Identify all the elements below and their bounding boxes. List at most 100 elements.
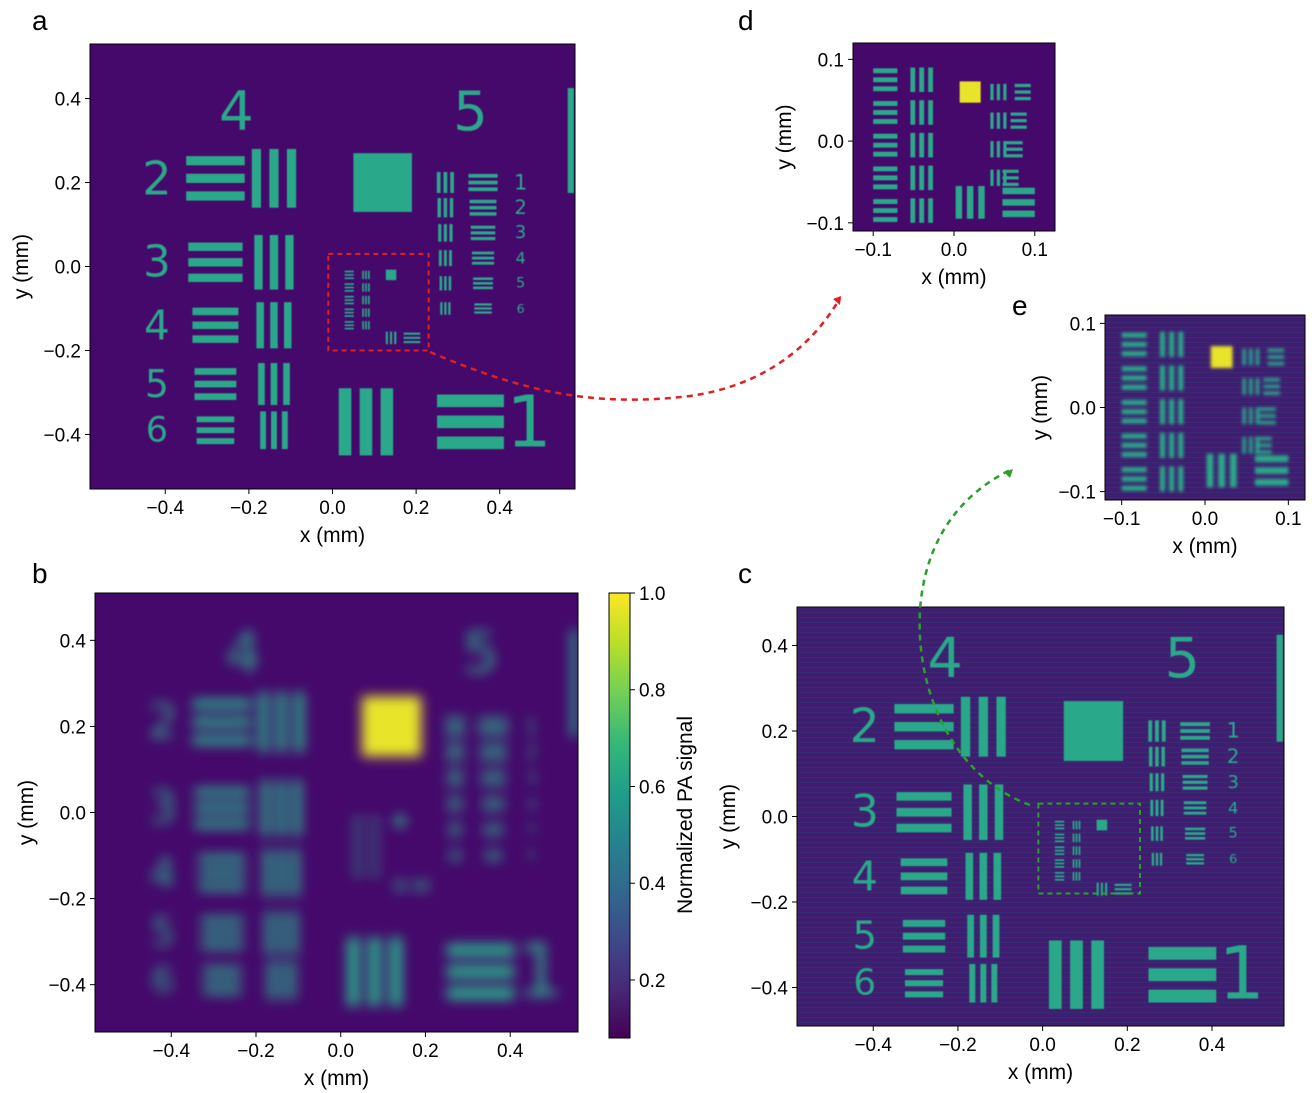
horizontal-bar	[478, 731, 509, 736]
vertical-bar	[448, 302, 451, 315]
target-image	[1121, 331, 1289, 492]
zoom-hbar	[1121, 341, 1147, 347]
vertical-bar	[1149, 773, 1153, 792]
horizontal-bar	[900, 872, 948, 881]
horizontal-bar	[896, 823, 952, 833]
panel-letter-d: d	[738, 5, 754, 36]
horizontal-bar	[471, 256, 495, 260]
mini-bar	[353, 833, 363, 835]
vertical-bar	[449, 198, 454, 218]
mini-bar	[1078, 820, 1081, 830]
mini-bar	[403, 336, 421, 339]
element-label: 1	[1226, 718, 1240, 743]
horizontal-bar	[1184, 836, 1206, 840]
plot-background	[95, 593, 578, 1032]
horizontal-bar	[902, 932, 946, 940]
vertical-bar	[1161, 720, 1166, 742]
zoom-vbar	[1249, 348, 1253, 366]
element-label: 1	[1219, 933, 1265, 1017]
zoom-vbar	[910, 132, 916, 158]
vertical-bar	[270, 302, 278, 349]
zoom-hbar	[873, 142, 898, 148]
element-label: 3	[1227, 772, 1238, 793]
zoom-hbar	[1002, 169, 1019, 173]
vertical-bar	[285, 235, 294, 290]
vertical-bar	[290, 911, 298, 955]
zoom-hbar	[1121, 442, 1147, 448]
vertical-bar	[443, 198, 448, 218]
vertical-bar	[459, 742, 464, 763]
vertical-bar	[1161, 773, 1165, 792]
vertical-bar	[338, 388, 352, 456]
horizontal-bar	[437, 415, 504, 429]
mini-bar	[353, 868, 363, 871]
horizontal-bar	[479, 744, 507, 748]
vertical-bar	[270, 363, 278, 406]
mini-bar	[1054, 827, 1065, 830]
horizontal-bar	[1184, 827, 1206, 831]
vertical-bar	[1091, 940, 1105, 1009]
zoom-vbar	[990, 112, 994, 129]
element-label: 1	[506, 380, 551, 463]
x-tick-label: −0.4	[153, 1041, 191, 1062]
mini-bar	[353, 842, 363, 845]
x-tick-label: 0.2	[412, 1041, 438, 1062]
zoom-box	[1037, 802, 1142, 895]
horizontal-bar	[483, 823, 504, 827]
y-tick-label: −0.4	[43, 425, 81, 446]
zoom-vbar	[1160, 331, 1165, 358]
x-axis-label: x (mm)	[300, 524, 365, 547]
mini-bar	[373, 816, 376, 826]
group-label: 4	[928, 626, 963, 691]
vertical-bar	[458, 822, 462, 838]
zoom-hbar	[1263, 384, 1280, 389]
vertical-bar	[960, 696, 971, 757]
vertical-bar	[996, 696, 1006, 757]
horizontal-bar	[484, 854, 503, 857]
y-axis-label: y (mm)	[773, 104, 796, 169]
horizontal-bar	[1180, 735, 1210, 740]
zoom-vbar	[910, 198, 916, 223]
horizontal-bar	[1186, 858, 1204, 861]
zoom-hbar	[1014, 90, 1031, 94]
horizontal-bar	[198, 854, 246, 863]
zoom-vbar	[1206, 453, 1214, 488]
vertical-bar	[453, 769, 457, 788]
horizontal-bar	[896, 807, 952, 817]
mini-bar	[365, 308, 367, 317]
horizontal-bar	[194, 380, 237, 388]
vertical-bar	[260, 411, 267, 450]
zoom-hbar	[1255, 467, 1289, 474]
zoom-hbar	[1006, 141, 1023, 145]
horizontal-bar	[446, 943, 515, 957]
edge-stripe	[570, 629, 577, 738]
element-label: 6	[527, 848, 535, 863]
element-label: 3	[526, 768, 538, 789]
mini-bar	[1078, 872, 1081, 881]
mini-bar	[353, 849, 363, 852]
vertical-bar	[447, 769, 452, 788]
vertical-bar	[449, 849, 453, 862]
horizontal-bar	[469, 205, 497, 210]
y-tick-label: −0.2	[48, 890, 86, 911]
horizontal-bar	[192, 735, 252, 745]
mini-bar	[370, 842, 373, 852]
element-label: 6	[146, 410, 168, 451]
zoom-hbar	[1263, 378, 1280, 382]
horizontal-bar	[1182, 780, 1208, 784]
element-label: 2	[850, 699, 880, 754]
mini-bar	[368, 295, 370, 305]
zoom-arrowhead-green	[1004, 469, 1013, 478]
zoom-vbar	[1169, 399, 1175, 425]
zoom-vbar	[1169, 331, 1175, 358]
y-tick-label: 0.4	[55, 90, 82, 111]
mini-bar	[412, 880, 430, 883]
horizontal-bar	[437, 436, 504, 450]
element-label: 5	[145, 362, 169, 406]
mini-bar	[344, 270, 354, 273]
horizontal-bar	[194, 787, 250, 797]
zoom-hbar	[1255, 443, 1272, 448]
mini-bar	[1114, 883, 1132, 886]
element-label: 6	[853, 963, 876, 1004]
horizontal-bar	[480, 782, 506, 786]
